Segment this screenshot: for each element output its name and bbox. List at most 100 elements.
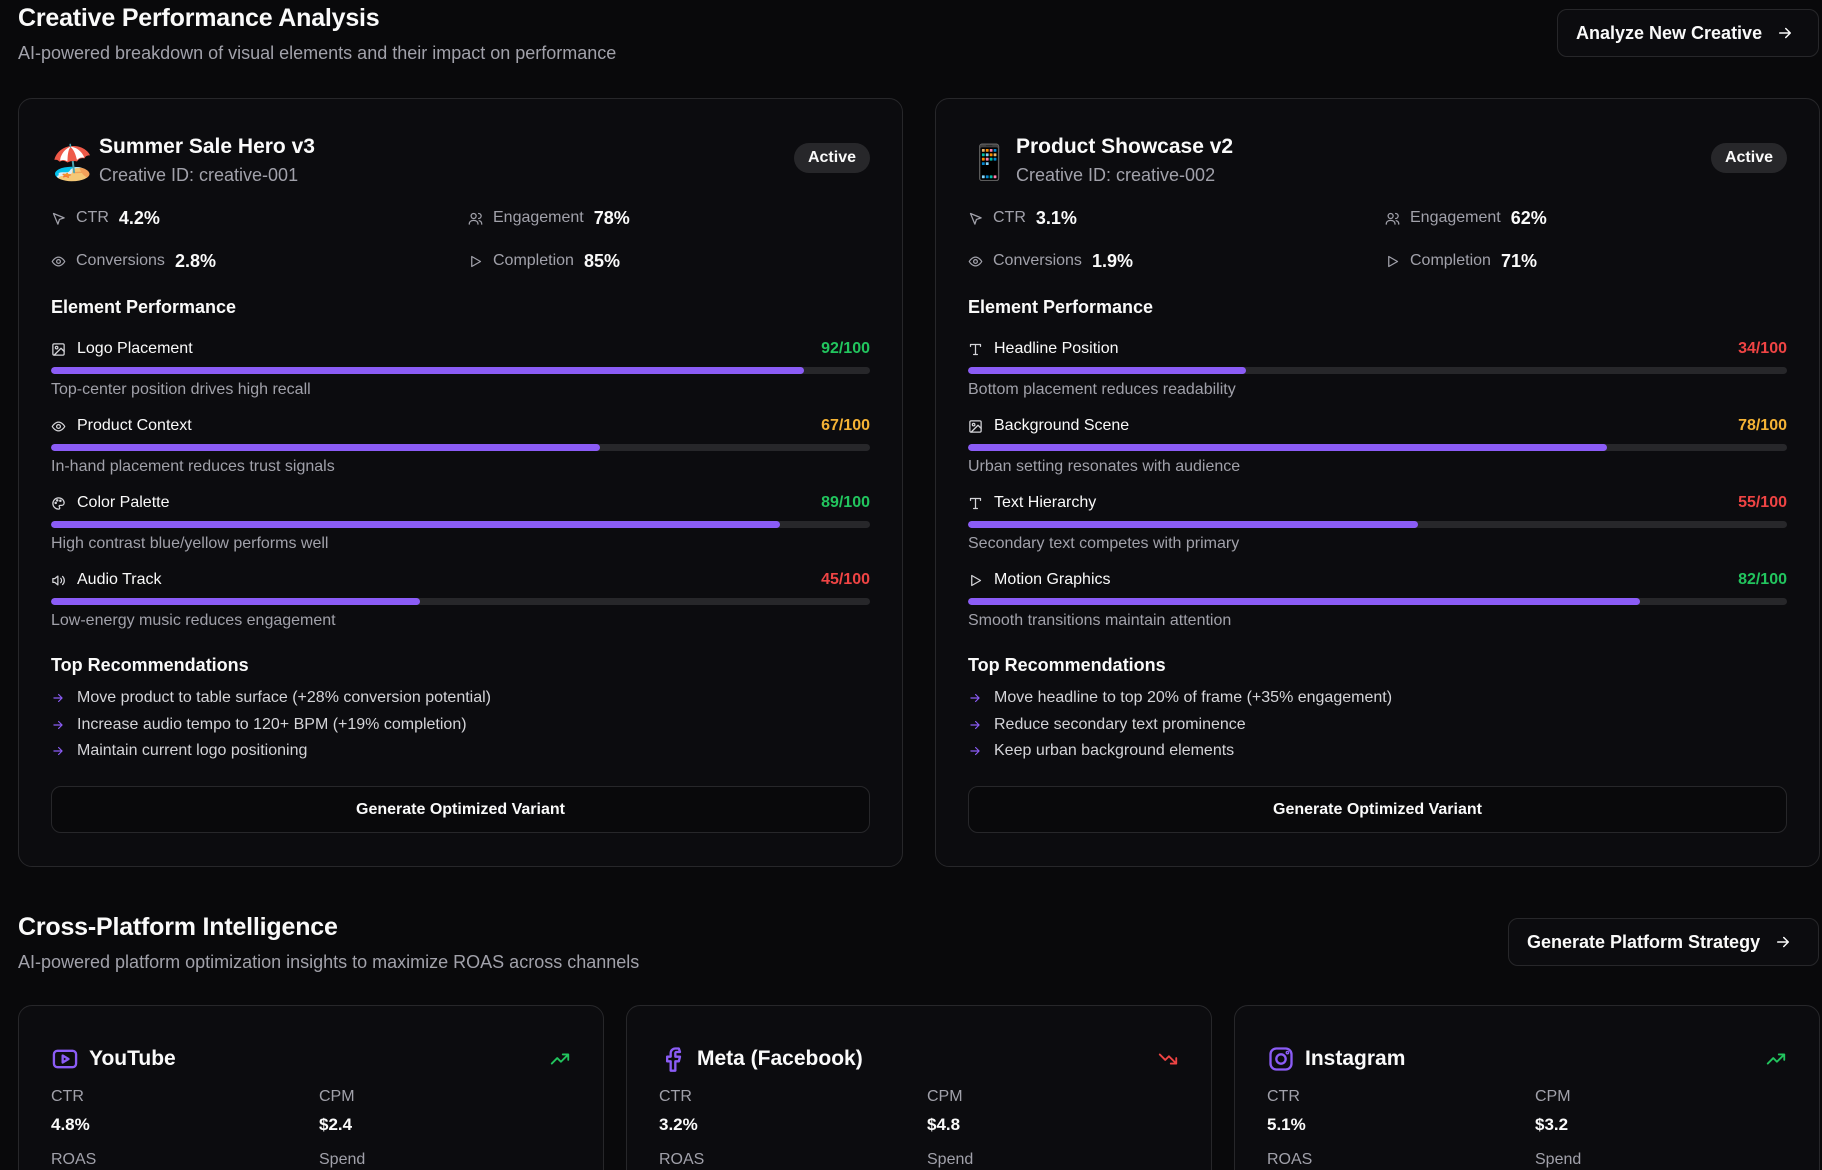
score-bar-fill [968,598,1640,605]
stat-label: Spend [1535,1151,1582,1168]
cursor-icon [969,212,982,225]
arrow-right-icon [53,694,63,703]
creative-header: 📱 Product Showcase v2 Creative ID: creat… [968,135,1787,195]
metric-engagement: Engagement 62% [1385,206,1547,230]
stat-label: Spend [927,1151,974,1168]
recommendation-item: Keep urban background elements [968,738,1787,765]
section-subtitle: AI-powered breakdown of visual elements … [18,43,617,63]
eye-icon [51,256,66,266]
element-name: Background Scene [994,417,1130,434]
metric-value: 3.1% [1035,207,1077,228]
element-row: Motion Graphics 82/100 Smooth transition… [968,569,1787,639]
score-bar-fill [51,367,805,374]
metric-value: 2.8% [174,250,216,271]
stat-label: CTR [1267,1088,1300,1105]
metric-label: Completion [1410,252,1491,269]
metric-value: 85% [583,250,620,271]
recommendation-text: Move headline to top 20% of frame (+35% … [994,689,1393,707]
cursor-icon [52,212,65,225]
creative-id: Creative ID: creative-001 [99,165,299,185]
type-icon [969,343,982,355]
score-bar [968,521,1787,528]
element-description: Bottom placement reduces readability [968,381,1236,398]
metric-completion: Completion 85% [468,249,620,273]
metric-conversions: Conversions 1.9% [968,249,1133,273]
platform-card-youtube: YouTube CTR 4.8% CPM $2.4 ROAS Spend [18,1005,604,1170]
recommendation-item: Increase audio tempo to 120+ BPM (+19% c… [51,712,870,739]
metric-ctr: CTR 4.2% [51,206,160,230]
creative-name: Product Showcase v2 [1016,135,1234,158]
element-name: Color Palette [77,494,170,511]
creative-card: 📱 Product Showcase v2 Creative ID: creat… [935,98,1820,867]
stat-label: Spend [319,1151,366,1168]
element-score: 67/100 [821,417,870,434]
instagram-icon [1269,1047,1293,1071]
element-name: Motion Graphics [994,571,1111,588]
button-label: Analyze New Creative [1576,22,1763,43]
element-description: Top-center position drives high recall [51,381,311,398]
platform-card-meta: Meta (Facebook) CTR 3.2% CPM $4.8 ROAS S… [626,1005,1212,1170]
button-label: Generate Platform Strategy [1527,931,1761,952]
recommendations-list: Move product to table surface (+28% conv… [51,685,870,765]
image-icon [52,342,65,356]
arrow-right-icon [1779,27,1792,39]
metric-value: 78% [593,207,630,228]
type-icon [969,497,982,509]
score-bar-fill [968,444,1607,451]
element-row: Audio Track 45/100 Low-energy music redu… [51,569,870,639]
section-title: Cross-Platform Intelligence [18,913,338,941]
creative-card: 🏖️ Summer Sale Hero v3 Creative ID: crea… [18,98,903,867]
generate-optimized-variant-button[interactable]: Generate Optimized Variant [968,786,1787,833]
volume-icon [52,575,65,585]
element-score: 45/100 [821,571,870,588]
element-name: Headline Position [994,340,1119,357]
stat-value: 4.8% [51,1115,90,1134]
generate-platform-strategy-button[interactable]: Generate Platform Strategy [1508,918,1819,966]
stat-value: $4.8 [927,1115,961,1134]
platform-section-header: Cross-Platform Intelligence AI-powered p… [18,913,639,973]
creative-section-header: Creative Performance Analysis AI-powered… [18,4,616,64]
users-icon [1385,212,1400,225]
metric-completion: Completion 71% [1385,249,1537,273]
stat-value: $2.4 [319,1115,353,1134]
facebook-icon [666,1047,682,1072]
metric-label: Engagement [1410,209,1501,226]
element-row: Text Hierarchy 55/100 Secondary text com… [968,492,1787,562]
section-subtitle: AI-powered platform optimization insight… [18,952,640,972]
youtube-icon [52,1049,78,1069]
arrow-right-icon [53,720,63,729]
score-bar [968,598,1787,605]
score-bar [968,367,1787,374]
score-bar [968,444,1787,451]
stat-spend: Spend [927,1151,973,1169]
stat-label: CPM [319,1088,355,1105]
stat-ctr: CTR 5.1% [1267,1088,1306,1135]
element-name: Product Context [77,417,192,434]
element-description: Smooth transitions maintain attention [968,612,1232,629]
platform-card-instagram: Instagram CTR 5.1% CPM $3.2 ROAS Spend [1234,1005,1820,1170]
stat-value: $3.2 [1535,1115,1569,1134]
stat-spend: Spend [319,1151,365,1169]
score-bar-fill [51,444,600,451]
stat-ctr: CTR 4.8% [51,1088,90,1135]
beach-umbrella-icon: 🏖️ [51,144,94,182]
stat-cpm: CPM $2.4 [319,1088,355,1135]
stat-label: CPM [927,1088,963,1105]
metric-engagement: Engagement 78% [468,206,630,230]
arrow-right-icon [970,747,980,756]
platform-name: Instagram [1305,1047,1406,1070]
creative-id: Creative ID: creative-002 [1016,165,1216,185]
recommendation-text: Maintain current logo positioning [77,742,308,760]
stat-label: ROAS [51,1151,97,1168]
analyze-new-creative-button[interactable]: Analyze New Creative [1557,9,1819,57]
element-score: 78/100 [1738,417,1787,434]
element-score: 34/100 [1738,340,1787,357]
stat-label: CTR [659,1088,692,1105]
metric-value: 71% [1500,250,1537,271]
generate-optimized-variant-button[interactable]: Generate Optimized Variant [51,786,870,833]
element-performance-title: Element Performance [968,297,1154,317]
score-bar-fill [968,367,1247,374]
metric-value: 62% [1510,207,1547,228]
element-score: 55/100 [1738,494,1787,511]
recommendation-item: Reduce secondary text prominence [968,712,1787,739]
